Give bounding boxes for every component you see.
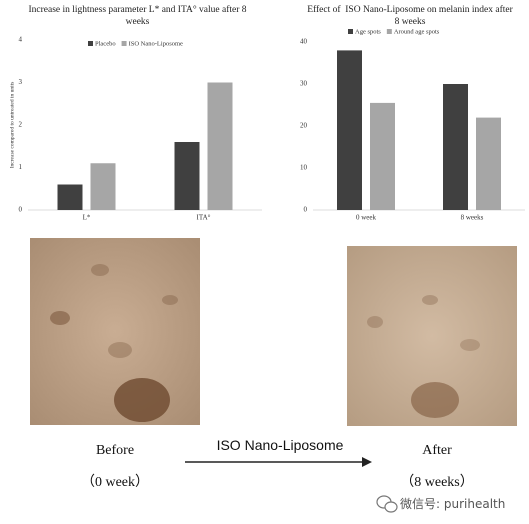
y-tick-label: 10 (300, 164, 308, 172)
legend-label: ISO Nano-Liposome (129, 40, 183, 47)
before-label: Before (95, 443, 135, 458)
after-time: （8 weeks） (400, 475, 474, 490)
y-tick-label: 2 (19, 121, 23, 129)
chart-title: Increase in lightness parameter L* and I… (28, 5, 249, 27)
after-photo (347, 246, 517, 426)
y-axis-label: Increase compared to untreated in units (9, 82, 15, 169)
legend-swatch (348, 29, 353, 34)
before-photo (30, 238, 200, 425)
y-tick-label: 30 (300, 80, 308, 88)
bar (476, 117, 501, 210)
legend-swatch (121, 41, 127, 46)
bar (57, 184, 83, 210)
x-tick-label: 8 weeks (461, 214, 484, 222)
y-tick-label: 40 (300, 38, 308, 46)
y-tick-label: 3 (19, 78, 23, 86)
y-tick-label: 4 (19, 36, 23, 44)
x-tick-label: 0 week (356, 214, 377, 222)
legend-label: Around age spots (394, 28, 440, 35)
y-tick-label: 20 (300, 122, 308, 130)
arrow (185, 457, 372, 467)
bar (174, 142, 200, 210)
bar (207, 82, 233, 210)
legend-label: Placebo (95, 40, 116, 47)
x-tick-label: ITA° (197, 214, 211, 222)
watermark: 微信号: purihealth (400, 497, 506, 511)
y-tick-label: 1 (19, 163, 23, 171)
y-tick-label: 0 (19, 206, 23, 214)
bar (370, 102, 395, 210)
y-tick-label: 0 (304, 206, 308, 214)
bar (337, 50, 362, 211)
legend-swatch (386, 29, 392, 34)
bar (443, 84, 468, 210)
chart-title: Effect of ISO Nano-Liposome on melanin i… (307, 5, 516, 27)
legend-label: Age spots (355, 28, 381, 35)
legend-swatch (88, 41, 93, 46)
bar (90, 163, 116, 210)
after-label: After (422, 443, 452, 458)
x-tick-label: L* (83, 214, 91, 222)
treatment-label: ISO Nano-Liposome (216, 437, 344, 453)
before-time: （0 week） (80, 475, 150, 490)
wechat-icon (376, 495, 398, 513)
